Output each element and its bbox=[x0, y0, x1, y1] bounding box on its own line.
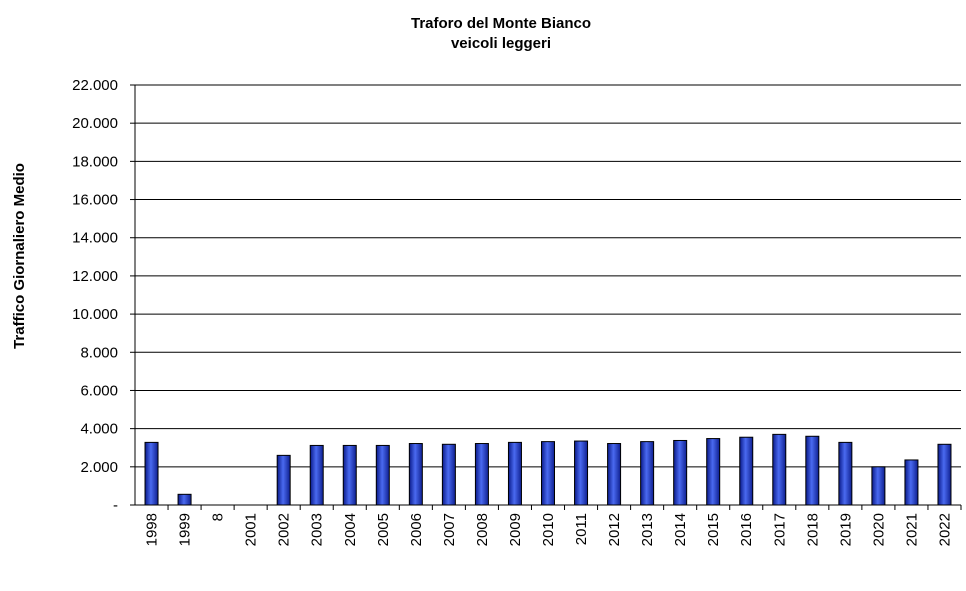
x-tick-label: 2022 bbox=[936, 513, 953, 546]
bar bbox=[805, 435, 820, 506]
y-tick-label: 8.000 bbox=[80, 344, 118, 361]
y-tick-label: 10.000 bbox=[72, 306, 118, 323]
x-tick-label: 2014 bbox=[672, 513, 689, 546]
x-tick-label: 2019 bbox=[837, 513, 854, 546]
bar bbox=[541, 441, 555, 506]
y-tick-label: - bbox=[113, 497, 118, 514]
y-tick-labels: - 2.000 4.000 6.000 8.000 10.000 12.000 14.000 1… bbox=[72, 77, 118, 514]
bar bbox=[937, 443, 952, 506]
y-tick-label: 6.000 bbox=[80, 382, 118, 399]
y-axis-label: Traffico Giornaliero Medio bbox=[11, 163, 28, 349]
bar bbox=[673, 439, 688, 506]
bar bbox=[640, 441, 655, 506]
x-tick-label: 2016 bbox=[738, 513, 755, 546]
x-tick-label: 1998 bbox=[144, 513, 161, 546]
x-tick-label: 2012 bbox=[606, 513, 623, 546]
x-tick-label: 2010 bbox=[540, 513, 557, 546]
bar bbox=[342, 444, 357, 506]
bar bbox=[871, 466, 886, 506]
bar bbox=[904, 459, 919, 506]
bar bbox=[574, 440, 589, 506]
x-tick-labels: 1998 1999 8 2001 2002 2003 2004 2005 2006 2007 200… bbox=[144, 505, 962, 546]
x-tick-label: 2009 bbox=[507, 513, 524, 546]
x-tick-label: 2006 bbox=[408, 513, 425, 546]
chart-subtitle: veicoli leggeri bbox=[451, 35, 551, 52]
bar bbox=[276, 454, 291, 506]
bar bbox=[607, 443, 622, 506]
x-tick-label: 2005 bbox=[375, 513, 392, 546]
bar bbox=[375, 444, 390, 506]
x-tick-label: 2013 bbox=[639, 513, 656, 546]
x-tick-label: 1999 bbox=[177, 513, 194, 546]
gridlines bbox=[130, 84, 961, 506]
x-tick-label: 2011 bbox=[573, 513, 590, 545]
bars bbox=[144, 433, 952, 506]
y-tick-label: 18.000 bbox=[72, 153, 118, 170]
bar bbox=[838, 441, 853, 506]
y-tick-label: 20.000 bbox=[72, 115, 118, 132]
y-tick-label: 2.000 bbox=[80, 459, 118, 476]
x-tick-label: 2020 bbox=[870, 513, 887, 546]
bar bbox=[772, 433, 787, 506]
x-tick-label: 8 bbox=[210, 513, 227, 521]
x-tick-label: 2003 bbox=[309, 513, 326, 546]
chart-title: Traforo del Monte Bianco bbox=[411, 15, 591, 32]
x-tick-label: 2018 bbox=[804, 513, 821, 546]
x-tick-label: 2008 bbox=[474, 513, 491, 546]
bar bbox=[706, 438, 721, 506]
y-tick-label: 4.000 bbox=[80, 421, 118, 438]
bar bbox=[507, 441, 522, 506]
y-tick-label: 22.000 bbox=[72, 77, 118, 94]
y-tick-label: 14.000 bbox=[72, 230, 118, 247]
bar bbox=[474, 443, 489, 506]
axes bbox=[134, 85, 961, 506]
x-tick-label: 2015 bbox=[705, 513, 722, 546]
bar bbox=[441, 443, 456, 506]
x-tick-label: 2002 bbox=[276, 513, 293, 546]
x-tick-label: 2021 bbox=[903, 513, 920, 546]
x-tick-label: 2007 bbox=[441, 513, 458, 546]
y-tick-label: 16.000 bbox=[72, 192, 118, 209]
x-tick-label: 2004 bbox=[342, 513, 359, 546]
x-tick-label: 2017 bbox=[771, 513, 788, 546]
bar bbox=[309, 444, 324, 506]
bar bbox=[144, 441, 159, 506]
bar bbox=[408, 443, 423, 506]
bar bbox=[739, 436, 754, 506]
bar bbox=[177, 493, 192, 506]
x-tick-label: 2001 bbox=[243, 513, 260, 546]
y-tick-label: 12.000 bbox=[72, 268, 118, 285]
